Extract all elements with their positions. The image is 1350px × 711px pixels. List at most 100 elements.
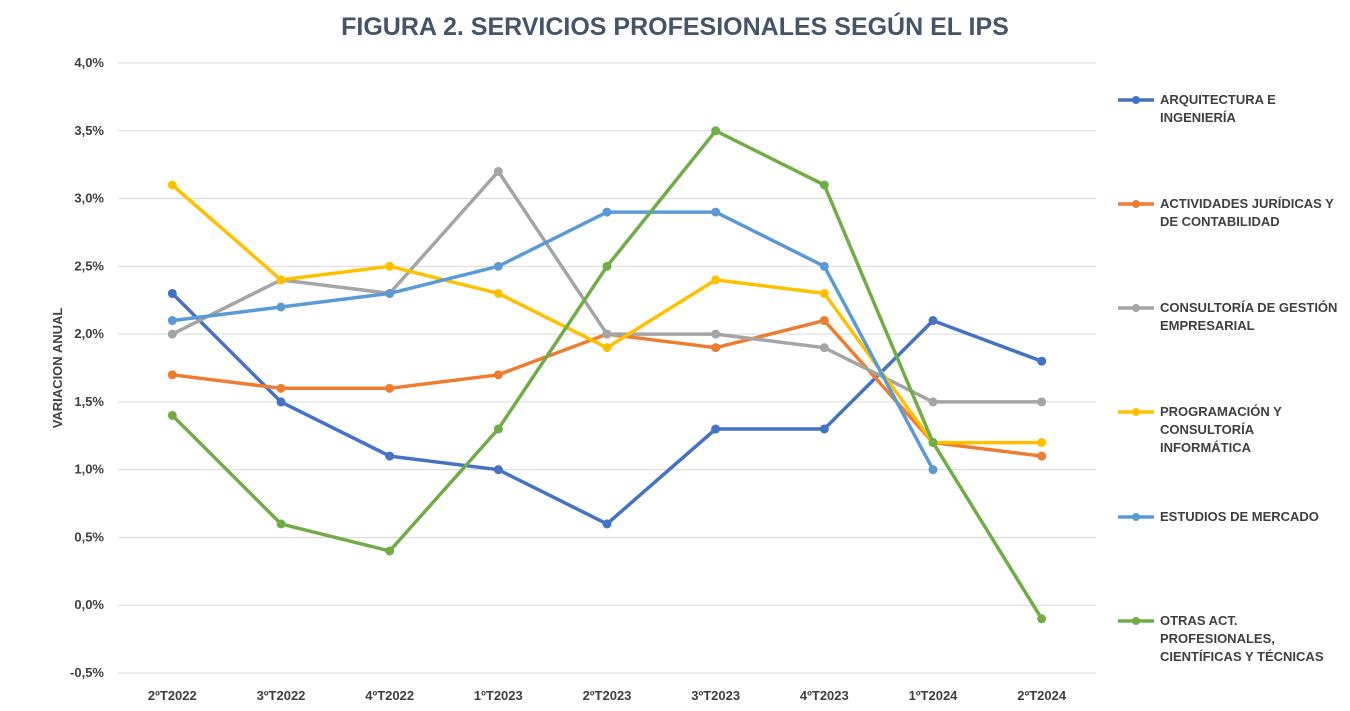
data-point <box>819 343 829 353</box>
data-point <box>928 465 938 475</box>
data-point <box>385 451 395 461</box>
data-point <box>711 126 721 136</box>
data-point <box>167 370 177 380</box>
legend-swatch-marker <box>1132 96 1140 104</box>
data-point <box>711 329 721 339</box>
series-line <box>170 169 1044 404</box>
data-point <box>602 343 612 353</box>
legend-label: CONSULTORÍA <box>1160 422 1255 437</box>
data-point <box>167 410 177 420</box>
data-point <box>928 316 938 326</box>
data-point <box>167 316 177 326</box>
data-point <box>1037 397 1047 407</box>
data-point <box>167 288 177 298</box>
data-point <box>1037 451 1047 461</box>
data-point <box>819 316 829 326</box>
legend-label: ACTIVIDADES JURÍDICAS Y <box>1160 196 1334 211</box>
legend-item: CONSULTORÍA DE GESTIÓN EMPRESARIAL <box>1118 300 1337 333</box>
x-tick-label: 2ºT2023 <box>583 688 632 703</box>
y-tick-label: 0,0% <box>74 597 104 612</box>
series-line <box>170 129 1044 621</box>
x-tick-label: 1ºT2023 <box>474 688 523 703</box>
legend-swatch-marker <box>1132 617 1140 625</box>
legend-label: PROFESIONALES, <box>1160 631 1275 646</box>
data-point <box>493 370 503 380</box>
data-point <box>711 343 721 353</box>
data-point <box>167 180 177 190</box>
y-tick-label: 1,5% <box>74 394 104 409</box>
x-tick-label: 4ºT2022 <box>365 688 414 703</box>
series-lines <box>167 126 1047 624</box>
legend: ARQUITECTURA E INGENIERÍA ACTIVIDADES JURÍ… <box>1118 92 1337 664</box>
data-point <box>602 261 612 271</box>
data-point <box>493 288 503 298</box>
data-point <box>1037 356 1047 366</box>
data-point <box>928 397 938 407</box>
data-point <box>493 261 503 271</box>
series-3 <box>167 166 1047 407</box>
data-point <box>602 329 612 339</box>
series-6 <box>167 126 1047 624</box>
data-point <box>1037 614 1047 624</box>
data-point <box>385 546 395 556</box>
legend-swatch-marker <box>1132 304 1140 312</box>
legend-label: CIENTÍFICAS Y TÉCNICAS <box>1160 649 1324 664</box>
legend-label: PROGRAMACIÓN Y <box>1160 404 1282 419</box>
legend-swatch-marker <box>1132 200 1140 208</box>
y-tick-label: 2,0% <box>74 326 104 341</box>
gridlines <box>118 62 1096 674</box>
y-axis-label: VARIACION ANUAL <box>50 308 65 429</box>
series-line <box>170 210 935 472</box>
legend-label: OTRAS ACT. <box>1160 613 1238 628</box>
y-tick-label: 4,0% <box>74 55 104 70</box>
data-point <box>167 329 177 339</box>
data-point <box>819 424 829 434</box>
legend-label: CONSULTORÍA DE GESTIÓN <box>1160 300 1337 315</box>
data-point <box>1037 438 1047 448</box>
x-axis-ticks: 2ºT2022 3ºT2022 4ºT2022 1ºT2023 2ºT2023 3ºT20… <box>148 688 1067 703</box>
data-point <box>385 383 395 393</box>
data-point <box>493 166 503 176</box>
y-tick-label: 3,0% <box>74 191 104 206</box>
data-point <box>276 302 286 312</box>
legend-label: ESTUDIOS DE MERCADO <box>1160 509 1319 524</box>
x-tick-label: 1ºT2024 <box>909 688 959 703</box>
x-tick-label: 4ºT2023 <box>800 688 849 703</box>
series-line <box>170 183 1044 445</box>
y-tick-label: 2,5% <box>74 258 104 273</box>
data-point <box>385 261 395 271</box>
legend-label: ARQUITECTURA E <box>1160 92 1276 107</box>
legend-label: INFORMÁTICA <box>1160 440 1252 455</box>
legend-label: EMPRESARIAL <box>1160 318 1255 333</box>
x-tick-label: 2ºT2024 <box>1017 688 1067 703</box>
data-point <box>819 261 829 271</box>
data-point <box>276 275 286 285</box>
data-point <box>711 207 721 217</box>
y-tick-label: -0,5% <box>70 665 104 680</box>
data-point <box>711 275 721 285</box>
x-tick-label: 3ºT2022 <box>257 688 306 703</box>
y-tick-label: 0,5% <box>74 529 104 544</box>
legend-item: PROGRAMACIÓN Y CONSULTORÍA INFORMÁTICA <box>1118 404 1282 455</box>
series-1 <box>167 288 1047 529</box>
series-line <box>170 291 1044 526</box>
y-tick-label: 3,5% <box>74 123 104 138</box>
x-tick-label: 3ºT2023 <box>691 688 740 703</box>
legend-label: INGENIERÍA <box>1160 110 1236 125</box>
chart-title: FIGURA 2. SERVICIOS PROFESIONALES SEGÚN … <box>341 11 1009 41</box>
data-point <box>602 519 612 529</box>
series-5 <box>167 207 938 475</box>
data-point <box>819 180 829 190</box>
legend-swatch-marker <box>1132 513 1140 521</box>
data-point <box>493 465 503 475</box>
data-point <box>385 288 395 298</box>
data-point <box>602 207 612 217</box>
data-point <box>819 288 829 298</box>
data-point <box>493 424 503 434</box>
data-point <box>276 383 286 393</box>
data-point <box>276 397 286 407</box>
y-axis-ticks: -0,5% 0,0% 0,5% 1,0% 1,5% 2,0% 2,5% 3,0% 3,5% 4,0… <box>70 55 104 680</box>
y-tick-label: 1,0% <box>74 462 104 477</box>
series-4 <box>167 180 1047 448</box>
